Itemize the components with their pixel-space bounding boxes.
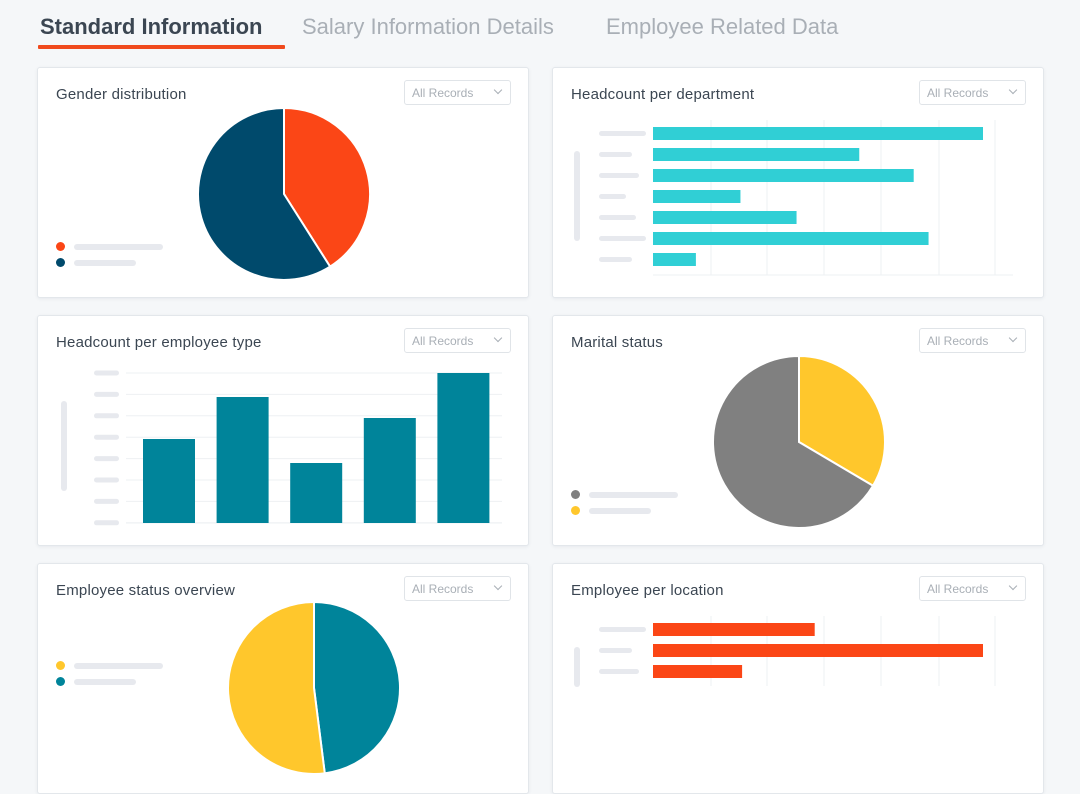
legend-dot xyxy=(56,242,65,251)
bar xyxy=(363,418,416,523)
bar xyxy=(653,148,860,161)
dropdown-label: All Records xyxy=(412,582,474,596)
bar xyxy=(653,127,983,140)
bar xyxy=(437,373,490,523)
tick-label-placeholder xyxy=(94,498,119,504)
pie-slice xyxy=(227,600,326,775)
records-filter-dropdown[interactable]: All Records xyxy=(404,576,511,601)
card-employee-status-overview: Employee status overview All Records xyxy=(37,563,529,794)
card-headcount-per-department: Headcount per department All Records xyxy=(552,67,1044,298)
employee-status-pie-chart xyxy=(227,600,401,775)
tick-label-placeholder xyxy=(94,477,119,483)
legend-placeholder xyxy=(589,508,651,514)
tab-bar: Standard Information Salary Information … xyxy=(0,0,1080,52)
pie-slice xyxy=(197,106,332,281)
card-title: Headcount per employee type xyxy=(56,334,262,351)
bar xyxy=(653,623,815,636)
records-filter-dropdown[interactable]: All Records xyxy=(919,80,1026,105)
category-label-placeholder xyxy=(599,152,632,157)
marital-status-pie-chart xyxy=(712,354,886,529)
tick-label-placeholder xyxy=(94,520,119,526)
department-bar-chart xyxy=(599,120,1013,276)
pie-slice xyxy=(798,354,886,488)
card-title: Marital status xyxy=(571,334,663,351)
pie-slice xyxy=(712,354,875,529)
legend-placeholder xyxy=(589,492,678,498)
tab-employee-related-data[interactable]: Employee Related Data xyxy=(606,14,839,39)
location-bar-chart xyxy=(599,616,996,686)
category-label-placeholder xyxy=(599,648,632,653)
chevron-down-icon xyxy=(1008,333,1018,343)
category-label-placeholder xyxy=(599,236,646,241)
category-label-placeholder xyxy=(599,669,639,674)
category-label-placeholder xyxy=(599,194,626,199)
tick-label-placeholder xyxy=(94,413,119,419)
legend-placeholder xyxy=(74,679,136,685)
tick-label-placeholder xyxy=(94,370,119,376)
dropdown-label: All Records xyxy=(927,334,989,348)
gender-pie-chart xyxy=(197,106,371,281)
chevron-down-icon xyxy=(1008,85,1018,95)
bar xyxy=(653,211,797,224)
records-filter-dropdown[interactable]: All Records xyxy=(919,328,1026,353)
legend-placeholder xyxy=(74,260,136,266)
dropdown-label: All Records xyxy=(927,582,989,596)
tab-salary-information-details[interactable]: Salary Information Details xyxy=(302,14,554,39)
card-title: Gender distribution xyxy=(56,86,187,103)
legend-dot xyxy=(56,661,65,670)
card-gender-distribution: Gender distribution All Records xyxy=(37,67,529,298)
active-tab-indicator xyxy=(38,45,285,49)
category-label-placeholder xyxy=(599,257,632,262)
bar xyxy=(216,397,269,523)
tick-label-placeholder xyxy=(94,391,119,397)
legend-dot xyxy=(56,258,65,267)
tab-standard-information[interactable]: Standard Information xyxy=(40,14,263,39)
legend-placeholder xyxy=(74,244,163,250)
pie-slice xyxy=(313,600,401,775)
tick-label-placeholder xyxy=(94,434,119,440)
records-filter-dropdown[interactable]: All Records xyxy=(404,328,511,353)
bar xyxy=(653,169,914,182)
card-marital-status: Marital status All Records xyxy=(552,315,1044,546)
bar xyxy=(143,439,195,523)
chevron-down-icon xyxy=(493,85,503,95)
records-filter-dropdown[interactable]: All Records xyxy=(404,80,511,105)
dropdown-label: All Records xyxy=(927,86,989,100)
card-employee-per-location: Employee per location All Records xyxy=(552,563,1044,794)
category-label-placeholder xyxy=(599,173,639,178)
legend-dot xyxy=(571,490,580,499)
bar xyxy=(653,644,983,657)
dropdown-label: All Records xyxy=(412,86,474,100)
bar xyxy=(290,463,343,523)
y-axis-label-placeholder xyxy=(574,151,580,241)
legend-dot xyxy=(56,677,65,686)
y-axis-label-placeholder xyxy=(61,401,67,491)
category-label-placeholder xyxy=(599,215,636,220)
employee-type-bar-chart xyxy=(94,370,502,526)
category-label-placeholder xyxy=(599,131,646,136)
card-headcount-per-employee-type: Headcount per employee type All Records xyxy=(37,315,529,546)
legend-placeholder xyxy=(74,663,163,669)
legend-dot xyxy=(571,506,580,515)
bar xyxy=(653,253,696,266)
records-filter-dropdown[interactable]: All Records xyxy=(919,576,1026,601)
dropdown-label: All Records xyxy=(412,334,474,348)
chevron-down-icon xyxy=(493,581,503,591)
chevron-down-icon xyxy=(1008,581,1018,591)
tick-label-placeholder xyxy=(94,456,119,462)
category-label-placeholder xyxy=(599,627,646,632)
bar xyxy=(653,190,741,203)
y-axis-label-placeholder xyxy=(574,647,580,687)
chevron-down-icon xyxy=(493,333,503,343)
bar xyxy=(653,665,743,678)
card-title: Headcount per department xyxy=(571,86,755,103)
card-title: Employee status overview xyxy=(56,582,236,599)
card-title: Employee per location xyxy=(571,582,724,599)
bar xyxy=(653,232,929,245)
